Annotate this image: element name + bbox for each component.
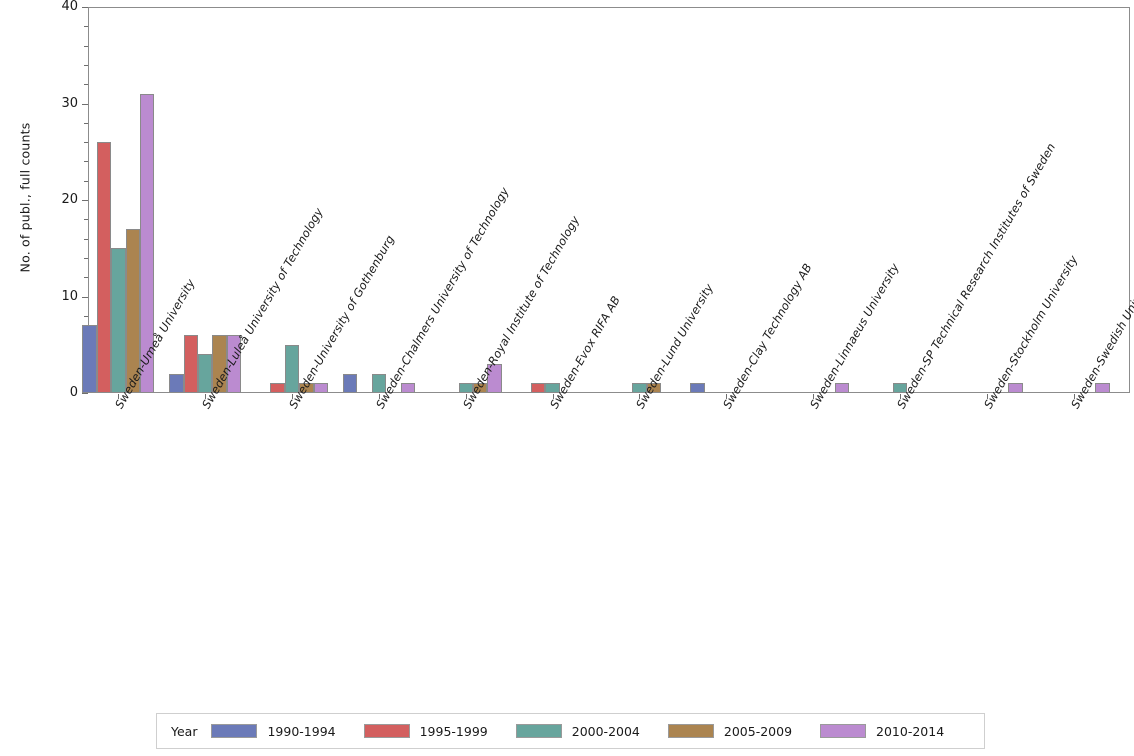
legend-swatch <box>211 724 258 738</box>
y-tick-minor <box>84 238 88 240</box>
y-tick-minor <box>84 180 88 182</box>
legend-label: 2010-2014 <box>876 723 945 739</box>
bar[interactable] <box>125 228 140 393</box>
legend-item[interactable]: 1990-1994 <box>211 724 363 739</box>
legend-items: 1990-1994 1995-1999 2000-2004 2005-2009 2010… <box>211 724 972 739</box>
legend-label: 2005-2009 <box>723 723 793 739</box>
legend-item[interactable]: 2005-2009 <box>667 723 820 739</box>
bar[interactable] <box>472 383 488 393</box>
legend-label: 1995-1999 <box>419 723 488 739</box>
y-tick-major <box>82 103 88 105</box>
bar[interactable] <box>632 383 647 393</box>
y-tick-major <box>82 7 88 8</box>
plot-area <box>88 7 1130 393</box>
bar[interactable] <box>646 383 661 393</box>
y-tick-label: 10 <box>61 288 78 304</box>
y-tick-label: 30 <box>61 95 78 111</box>
bar[interactable] <box>545 383 560 393</box>
bar[interactable] <box>458 383 473 393</box>
legend-swatch <box>363 724 410 738</box>
bar[interactable] <box>313 383 329 393</box>
y-tick-major <box>82 296 88 298</box>
bar[interactable] <box>183 335 199 393</box>
y-tick-label: 0 <box>69 385 78 400</box>
bar[interactable] <box>96 142 112 393</box>
bar[interactable] <box>834 383 850 393</box>
bar[interactable] <box>690 383 705 393</box>
bars-layer <box>82 8 1129 393</box>
bar[interactable] <box>226 335 242 393</box>
y-tick-minor <box>84 257 88 259</box>
legend-swatch <box>515 724 562 738</box>
y-axis-title: No. of publ., full counts <box>17 122 33 273</box>
y-tick-minor <box>84 277 88 279</box>
y-tick-minor <box>84 142 88 144</box>
legend-swatch <box>667 724 714 738</box>
legend-title: Year <box>171 723 198 739</box>
y-tick-minor <box>84 64 88 66</box>
bar[interactable] <box>82 325 97 393</box>
y-tick-label: 20 <box>61 192 78 207</box>
bar[interactable] <box>1095 383 1110 393</box>
bar[interactable] <box>1008 383 1023 393</box>
y-tick-minor <box>84 122 88 124</box>
bar[interactable] <box>371 373 387 393</box>
bar[interactable] <box>198 354 213 393</box>
legend-swatch <box>820 724 867 738</box>
bar[interactable] <box>892 383 908 393</box>
legend-item[interactable]: 2010-2014 <box>820 724 972 739</box>
y-tick-minor <box>84 161 88 163</box>
bar[interactable] <box>487 364 502 393</box>
bar[interactable] <box>299 383 314 393</box>
legend-item[interactable]: 2000-2004 <box>515 723 668 739</box>
bar[interactable] <box>530 383 546 393</box>
y-tick-minor <box>84 315 88 317</box>
y-tick-minor <box>84 26 88 28</box>
y-tick-major <box>82 393 88 394</box>
y-tick-minor <box>84 219 88 221</box>
bar[interactable] <box>284 344 300 393</box>
y-tick-minor <box>84 45 88 47</box>
legend-label: 1990-1994 <box>267 723 336 739</box>
bar[interactable] <box>212 335 227 393</box>
bar[interactable] <box>400 383 415 393</box>
legend-item[interactable]: 1995-1999 <box>363 723 516 739</box>
bar[interactable] <box>111 248 126 393</box>
legend-label: 2000-2004 <box>571 723 640 739</box>
legend: Year 1990-1994 1995-1999 2000-2004 2005-200… <box>156 713 985 749</box>
bar[interactable] <box>270 383 285 393</box>
y-tick-major <box>82 200 88 201</box>
bar[interactable] <box>342 373 358 393</box>
y-tick-label: 40 <box>61 0 78 14</box>
bar[interactable] <box>140 93 155 393</box>
y-tick-minor <box>84 84 88 86</box>
bar[interactable] <box>169 373 184 393</box>
